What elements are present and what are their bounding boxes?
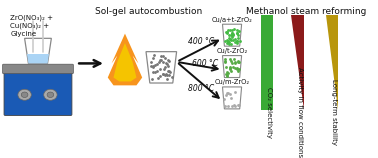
- Text: Cu/t-ZrO₂: Cu/t-ZrO₂: [217, 48, 248, 54]
- Text: Long-term stability: Long-term stability: [332, 79, 338, 145]
- Text: Cu/m-ZrO₂: Cu/m-ZrO₂: [214, 79, 249, 85]
- Polygon shape: [146, 52, 177, 83]
- FancyBboxPatch shape: [4, 70, 72, 115]
- Polygon shape: [326, 15, 338, 110]
- Text: Cu(NO₃)₂ +: Cu(NO₃)₂ +: [10, 23, 50, 29]
- Polygon shape: [113, 43, 136, 81]
- Polygon shape: [291, 15, 304, 110]
- Polygon shape: [108, 34, 142, 85]
- Text: Glycine: Glycine: [10, 31, 36, 37]
- Text: Cu/a+t-ZrO₂: Cu/a+t-ZrO₂: [212, 17, 253, 23]
- Text: Activity in flow conditions: Activity in flow conditions: [297, 67, 303, 157]
- Text: 600 °C: 600 °C: [192, 59, 218, 68]
- Text: ZrO(NO₃)₂ +: ZrO(NO₃)₂ +: [10, 15, 53, 21]
- Polygon shape: [223, 24, 242, 46]
- Circle shape: [44, 89, 57, 100]
- Polygon shape: [223, 87, 242, 109]
- Bar: [261, 15, 273, 110]
- FancyBboxPatch shape: [3, 64, 73, 74]
- Text: 800 °C: 800 °C: [188, 84, 214, 93]
- Polygon shape: [25, 38, 51, 63]
- Text: 400 °C: 400 °C: [188, 37, 214, 46]
- Text: Methanol steam reforming: Methanol steam reforming: [246, 7, 367, 16]
- Text: CO₂ selectivity: CO₂ selectivity: [266, 87, 273, 137]
- Polygon shape: [223, 56, 242, 78]
- Circle shape: [18, 89, 31, 100]
- Polygon shape: [27, 54, 49, 63]
- Circle shape: [47, 92, 54, 97]
- Text: Sol-gel autocombustion: Sol-gel autocombustion: [95, 7, 203, 16]
- Circle shape: [21, 92, 28, 97]
